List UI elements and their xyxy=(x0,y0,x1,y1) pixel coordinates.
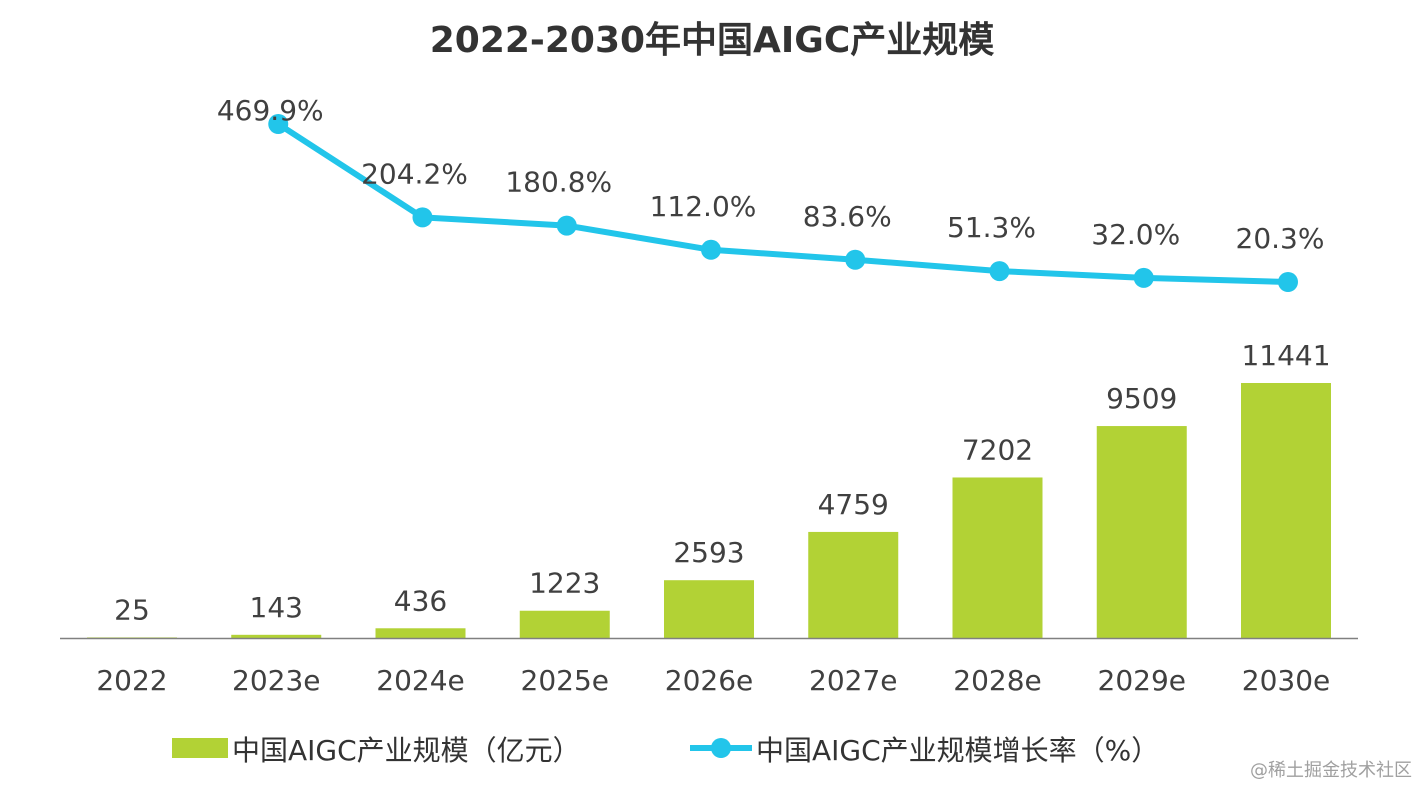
growth-point-2025e xyxy=(556,215,577,236)
x-tick-2024e: 2024e xyxy=(376,664,464,697)
bar-2028e xyxy=(952,477,1043,638)
bar-label-2030e: 11441 xyxy=(1241,339,1330,372)
bar-2024e xyxy=(375,628,466,638)
x-tick-2025e: 2025e xyxy=(521,664,609,697)
growth-label-2029e: 32.0% xyxy=(1091,218,1180,251)
growth-rate-line xyxy=(276,121,1289,285)
x-tick-2022: 2022 xyxy=(96,664,167,697)
growth-label-2026e: 112.0% xyxy=(650,190,757,223)
growth-rate-labels: 469.9% 204.2% 180.8% 112.0% 83.6% 51.3% 32.0% 2… xyxy=(217,94,1325,255)
growth-label-2028e: 51.3% xyxy=(947,211,1036,244)
x-tick-2023e: 2023e xyxy=(232,664,320,697)
bar-label-2022: 25 xyxy=(114,593,150,626)
bar-2022 xyxy=(87,637,177,638)
bar-2025e xyxy=(519,610,610,638)
bar-label-2025e: 1223 xyxy=(529,567,600,600)
bar-label-2024e: 436 xyxy=(394,584,447,617)
bar-label-2028e: 7202 xyxy=(962,433,1033,466)
growth-point-2028e xyxy=(989,261,1010,282)
bar-label-2026e: 2593 xyxy=(673,536,744,569)
bar-label-2027e: 4759 xyxy=(818,488,889,521)
growth-point-2026e xyxy=(701,239,721,260)
growth-label-2024e: 204.2% xyxy=(361,157,468,190)
growth-point-2027e xyxy=(845,249,866,270)
x-tick-2028e: 2028e xyxy=(953,664,1041,697)
growth-label-2027e: 83.6% xyxy=(803,200,892,233)
bar-label-2023e: 143 xyxy=(250,591,303,624)
bar-2030e xyxy=(1241,383,1331,638)
x-tick-2027e: 2027e xyxy=(809,664,897,697)
growth-label-2030e: 20.3% xyxy=(1236,222,1325,255)
growth-label-2025e: 180.8% xyxy=(505,166,612,199)
x-tick-2030e: 2030e xyxy=(1242,664,1330,697)
legend-line-marker xyxy=(711,738,731,758)
legend-bar-swatch xyxy=(172,738,228,758)
x-tick-labels: 2022 2023e 2024e 2025e 2026e 2027e 2028e 2029e 2… xyxy=(96,664,1330,697)
watermark-text: @稀土掘金技术社区 xyxy=(1250,760,1412,781)
bar-2027e xyxy=(808,531,899,638)
legend-bar-label: 中国AIGC产业规模（亿元） xyxy=(232,734,581,767)
bar-label-2029e: 9509 xyxy=(1106,382,1177,415)
legend: 中国AIGC产业规模（亿元） 中国AIGC产业规模增长率（%） xyxy=(172,734,1159,767)
growth-point-2023e xyxy=(268,114,289,134)
x-tick-2026e: 2026e xyxy=(665,664,753,697)
growth-point-2024e xyxy=(412,207,433,228)
bar-data-labels: 25 143 436 1223 2593 4759 7202 9509 11441 xyxy=(114,339,1330,626)
chart-title: 2022-2030年中国AIGC产业规模 xyxy=(430,20,995,61)
x-tick-2029e: 2029e xyxy=(1098,664,1186,697)
bar-series xyxy=(87,383,1331,638)
growth-point-2029e xyxy=(1133,267,1154,288)
growth-rate-points xyxy=(268,114,1298,292)
legend-line-label: 中国AIGC产业规模增长率（%） xyxy=(756,734,1159,767)
growth-point-2030e xyxy=(1278,272,1298,292)
growth-label-2023e: 469.9% xyxy=(217,94,324,127)
bar-2029e xyxy=(1096,426,1187,638)
bar-2026e xyxy=(664,580,754,638)
bar-2023e xyxy=(231,634,322,638)
